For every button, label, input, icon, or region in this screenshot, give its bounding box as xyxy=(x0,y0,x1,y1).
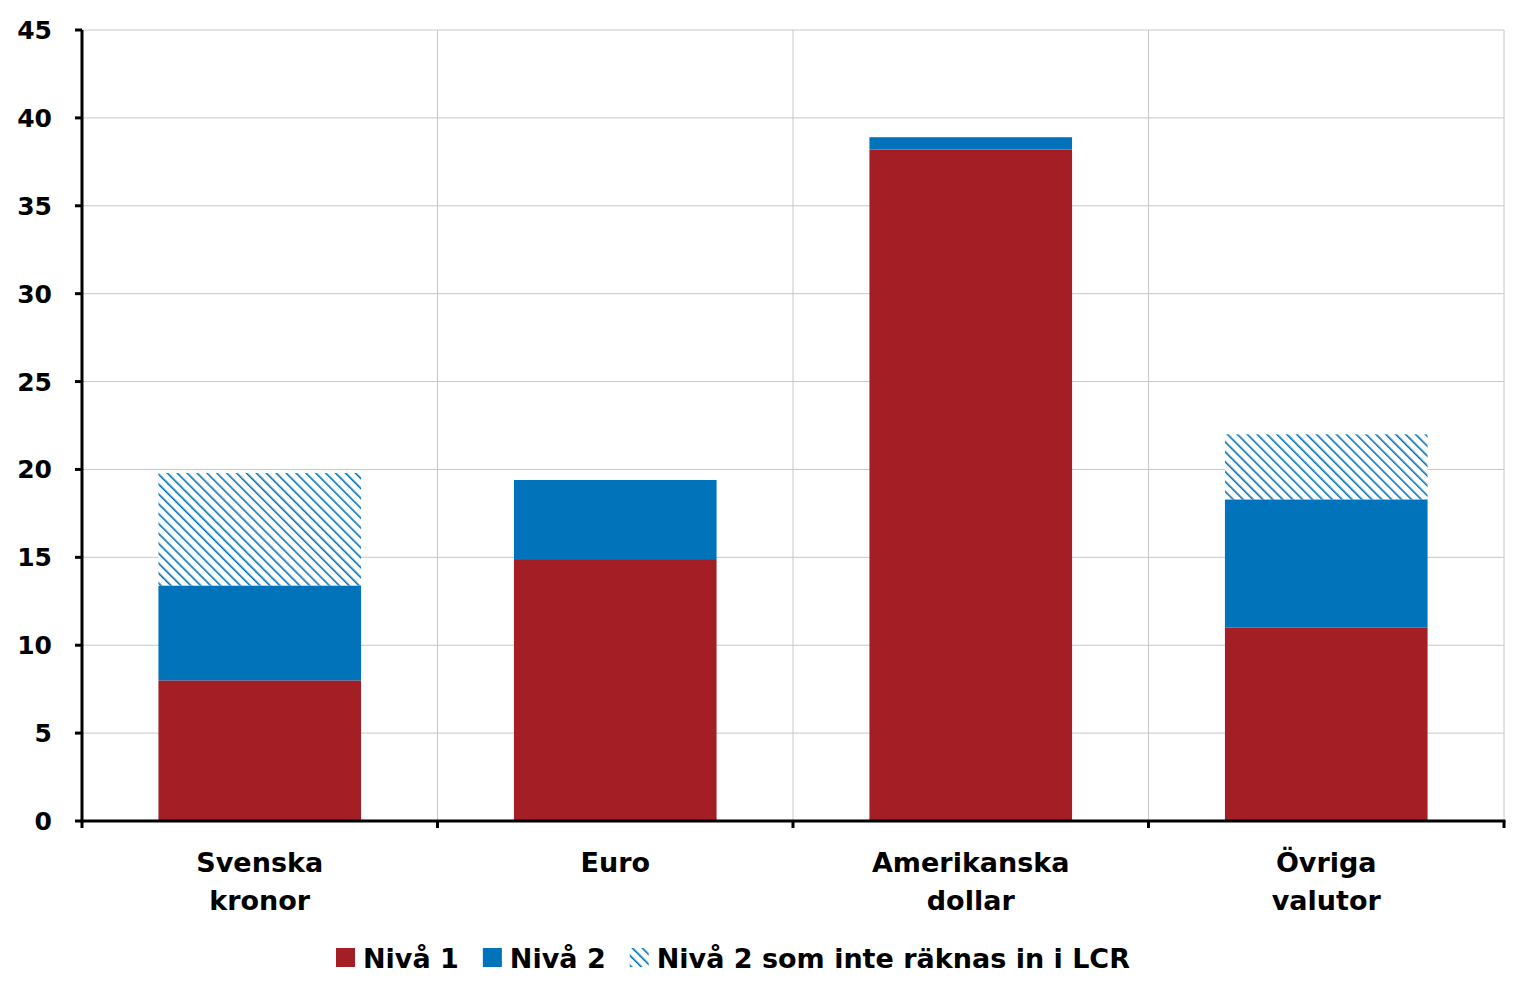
legend: Nivå 1 Nivå 2 Nivå 2 som inte räknas in i … xyxy=(336,943,1130,974)
x-tick xyxy=(792,821,795,828)
y-tick-label: 0 xyxy=(35,807,52,836)
y-axis xyxy=(81,30,84,823)
bar-segment xyxy=(1225,628,1428,821)
grid xyxy=(82,30,1504,821)
x-tick-label: Euro xyxy=(580,847,650,878)
legend-label: Nivå 2 xyxy=(510,943,606,974)
y-tick-label: 10 xyxy=(17,631,52,660)
bar-segment xyxy=(1225,499,1428,627)
y-tick xyxy=(75,204,82,207)
y-tick-label: 40 xyxy=(17,104,52,133)
bar-segment xyxy=(158,680,361,821)
bar-segment xyxy=(158,585,361,680)
bar-segment xyxy=(514,479,717,480)
y-tick-label: 30 xyxy=(17,280,52,309)
legend-swatch xyxy=(336,948,355,967)
axes: 0 5 10 15 20 25 30 35 40 45 xyxy=(17,16,1505,836)
grid-line-vertical xyxy=(1148,30,1149,821)
y-tick-label: 25 xyxy=(17,368,52,397)
legend-label: Nivå 2 som inte räknas in i LCR xyxy=(657,943,1130,974)
y-tick-label: 45 xyxy=(17,16,52,45)
legend-swatch xyxy=(630,948,649,967)
grid-line-vertical xyxy=(1504,30,1505,821)
chart: 0 5 10 15 20 25 30 35 40 45 Svenskakronor Euro Ameri… xyxy=(0,0,1527,997)
x-tick-label: Svenskakronor xyxy=(196,847,323,916)
bar-segment xyxy=(869,137,1072,138)
y-tick-label: 20 xyxy=(17,455,52,484)
y-tick-label: 15 xyxy=(17,543,52,572)
legend-label: Nivå 1 xyxy=(363,943,459,974)
grid-line-vertical xyxy=(437,30,438,821)
bar-segment xyxy=(158,473,361,585)
x-tick xyxy=(1503,821,1506,828)
y-tick xyxy=(75,29,82,32)
grid-line-vertical xyxy=(793,30,794,821)
y-tick-label: 35 xyxy=(17,192,52,221)
y-tick xyxy=(75,556,82,559)
y-tick xyxy=(75,116,82,119)
bar-segment xyxy=(1225,434,1428,499)
bar-segment xyxy=(869,150,1072,821)
y-tick xyxy=(75,644,82,647)
y-tick xyxy=(75,292,82,295)
legend-swatch xyxy=(483,948,502,967)
x-tick-label: Övrigavalutor xyxy=(1272,846,1382,916)
bar-segment xyxy=(869,137,1072,149)
x-tick xyxy=(436,821,439,828)
y-tick xyxy=(75,380,82,383)
x-tick-label: Amerikanskadollar xyxy=(872,847,1070,916)
bar-segment xyxy=(514,559,717,821)
x-tick xyxy=(1147,821,1150,828)
bars xyxy=(158,137,1427,821)
y-tick-label: 5 xyxy=(35,719,52,748)
y-tick xyxy=(75,732,82,735)
y-tick xyxy=(75,820,82,823)
bar-segment xyxy=(514,480,717,559)
y-tick xyxy=(75,468,82,471)
